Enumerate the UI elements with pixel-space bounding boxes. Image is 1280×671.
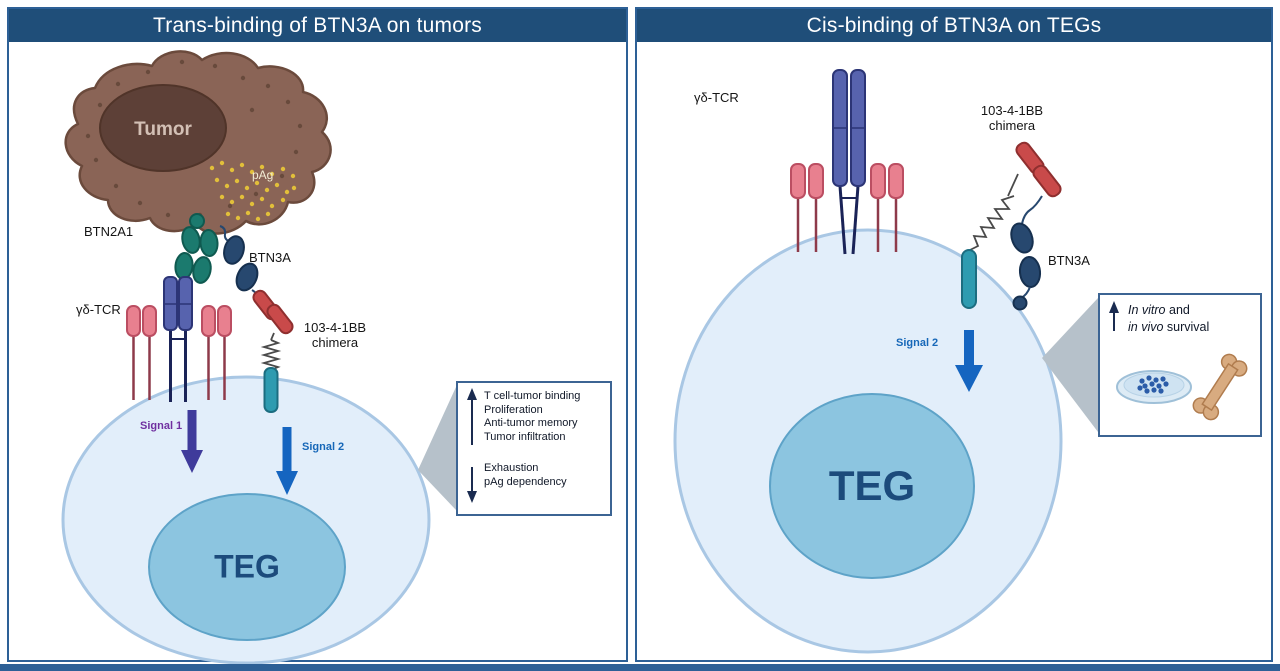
survival-line1: In vitro and — [1128, 303, 1190, 317]
btn3a-label-left: BTN3A — [249, 250, 291, 265]
effect-item: T cell-tumor binding — [484, 390, 581, 402]
effect-item: Proliferation — [484, 403, 543, 416]
survival-callout-art — [1109, 301, 1248, 421]
effects-callout-box: T cell-tumor binding Proliferation Anti-… — [456, 381, 612, 516]
btn2a1-label: BTN2A1 — [84, 224, 134, 239]
callout-arrows — [467, 388, 477, 503]
chimera-label-right: 103-4-1BB chimera — [960, 103, 1064, 133]
tcr-label-left: γδ-TCR — [76, 302, 121, 317]
bone-icon — [1192, 353, 1248, 421]
tcr-label-right: γδ-TCR — [694, 90, 739, 105]
effect-item: pAg dependency — [484, 475, 567, 488]
chimera-label-left-line1: 103-4-1BB — [303, 320, 367, 335]
tumor-label: Tumor — [134, 119, 192, 140]
down-arrow-icon — [467, 467, 477, 503]
pag-label: pAg — [252, 168, 274, 182]
decreased-effects-list: Exhaustion pAg dependency — [484, 462, 567, 489]
chimera-label-left-line2: chimera — [311, 335, 359, 350]
signal1-label: Signal 1 — [140, 420, 183, 432]
up-arrow-icon — [1109, 301, 1119, 331]
effect-item: Exhaustion — [484, 462, 539, 474]
btn3a-label-right: BTN3A — [1048, 253, 1090, 268]
right-panel-title: Cis-binding of BTN3A on TEGs — [637, 9, 1271, 42]
chimera-label-right-line2: chimera — [988, 118, 1036, 133]
teg-label-left: TEG — [214, 548, 280, 585]
increased-effects-list: T cell-tumor binding Proliferation Anti-… — [484, 390, 580, 444]
up-arrow-icon — [467, 388, 477, 445]
survival-callout-box: In vitro and in vivo survival — [1098, 293, 1262, 437]
effect-item: Tumor infiltration — [484, 430, 566, 443]
chimera-label-left: 103-4-1BB chimera — [292, 320, 378, 350]
chimera-label-right-line1: 103-4-1BB — [980, 103, 1044, 118]
petri-dish-icon — [1116, 370, 1192, 404]
teg-label-right: TEG — [828, 462, 916, 509]
survival-text: In vitro and in vivo survival — [1128, 302, 1209, 335]
signal2-label-left: Signal 2 — [302, 441, 345, 453]
signal2-label-right: Signal 2 — [896, 337, 939, 349]
left-panel-title: Trans-binding of BTN3A on tumors — [9, 9, 626, 42]
figure-bottom-border — [0, 664, 1280, 671]
survival-line2: in vivo survival — [1128, 319, 1210, 334]
effect-item: Anti-tumor memory — [484, 417, 578, 429]
